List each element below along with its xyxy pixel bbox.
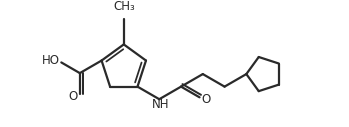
Text: HO: HO [42, 54, 60, 67]
Text: O: O [201, 93, 210, 106]
Text: NH: NH [152, 98, 170, 111]
Text: CH₃: CH₃ [113, 0, 135, 13]
Text: O: O [68, 90, 77, 103]
